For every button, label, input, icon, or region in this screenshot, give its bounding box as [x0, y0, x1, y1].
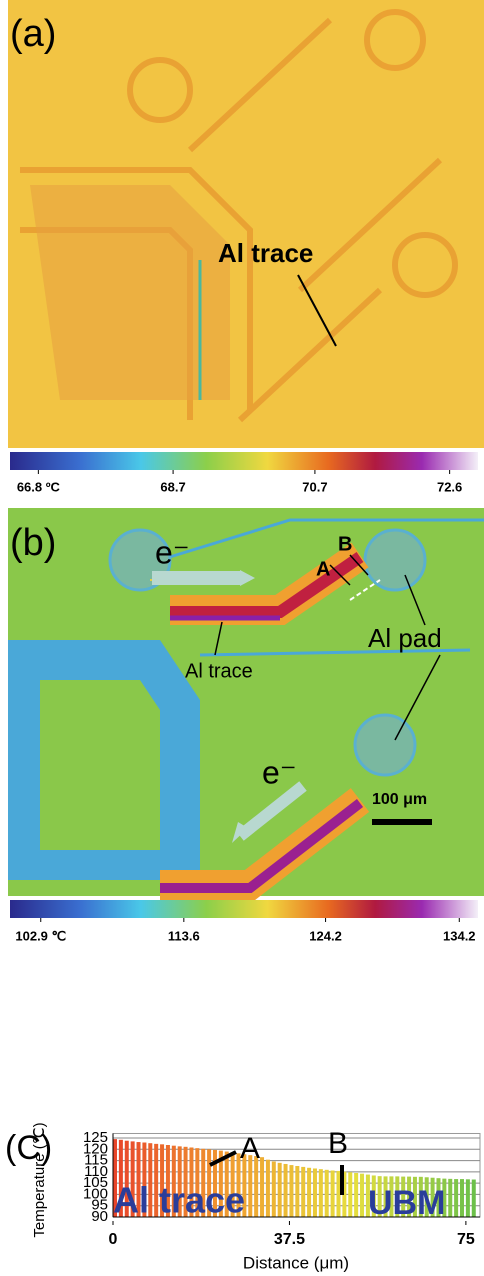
- colorbar-tick-label: 70.7: [302, 479, 327, 494]
- colorbar-tick-label: 124.2: [309, 928, 342, 943]
- colorbar-tick-label: 68.7: [160, 479, 185, 494]
- colorbar-tick-label: 72.6: [437, 479, 462, 494]
- bar: [348, 1172, 352, 1217]
- point-label: A: [316, 558, 330, 580]
- colorbar-tick-label: 134.2: [443, 928, 476, 943]
- colorbar: [10, 452, 478, 470]
- pad-label: Al pad: [368, 623, 442, 653]
- bar: [460, 1179, 464, 1217]
- bar: [448, 1179, 452, 1217]
- bar: [360, 1174, 364, 1217]
- annotation: A: [240, 1132, 260, 1165]
- panel-label: (b): [10, 522, 56, 564]
- thermal-image-a: [8, 0, 484, 448]
- x-axis-label: Distance (μm): [243, 1253, 349, 1272]
- bar: [266, 1160, 270, 1217]
- panel-label: (a): [10, 13, 56, 55]
- colorbar: [10, 900, 478, 918]
- electron-label: e⁻: [155, 534, 190, 570]
- x-tick-label: 37.5: [274, 1231, 305, 1248]
- bar: [295, 1166, 299, 1217]
- trace-label: Al trace: [185, 660, 253, 682]
- bar: [336, 1171, 340, 1217]
- colorbar-tick-label: 66.8 ºC: [17, 479, 61, 494]
- y-tick-label: 125: [83, 1129, 108, 1146]
- bar: [254, 1156, 258, 1217]
- bar: [319, 1169, 323, 1217]
- bar: [301, 1167, 305, 1217]
- y-axis-label: Temperature (℃): [31, 1122, 48, 1237]
- colorbar-tick-label: 102.9 ℃: [15, 928, 66, 943]
- bar: [313, 1168, 317, 1217]
- bar: [354, 1173, 358, 1217]
- bar: [325, 1170, 329, 1217]
- bar: [472, 1180, 476, 1217]
- bar: [272, 1161, 276, 1217]
- bar: [466, 1179, 470, 1217]
- thermal-image-b: [8, 508, 484, 896]
- scale-bar-label: 100 μm: [372, 791, 427, 808]
- annotation: Al trace: [113, 1180, 245, 1221]
- bar: [289, 1165, 293, 1217]
- x-tick-label: 75: [457, 1231, 475, 1248]
- bar: [278, 1163, 282, 1217]
- x-tick-label: 0: [109, 1231, 118, 1248]
- bar: [260, 1157, 264, 1217]
- bar: [331, 1171, 335, 1217]
- annotation: UBM: [368, 1184, 445, 1222]
- point-label: B: [338, 533, 352, 555]
- annotation: B: [328, 1127, 348, 1160]
- figure: (a) Al trace (b) A B Al pad Al trace e⁻ …: [0, 0, 484, 1276]
- bar: [284, 1164, 288, 1217]
- electron-label: e⁻: [262, 754, 297, 790]
- colorbar-tick-label: 113.6: [168, 928, 200, 943]
- bar: [454, 1179, 458, 1217]
- bar: [307, 1168, 311, 1217]
- annotation: Al trace: [218, 238, 313, 268]
